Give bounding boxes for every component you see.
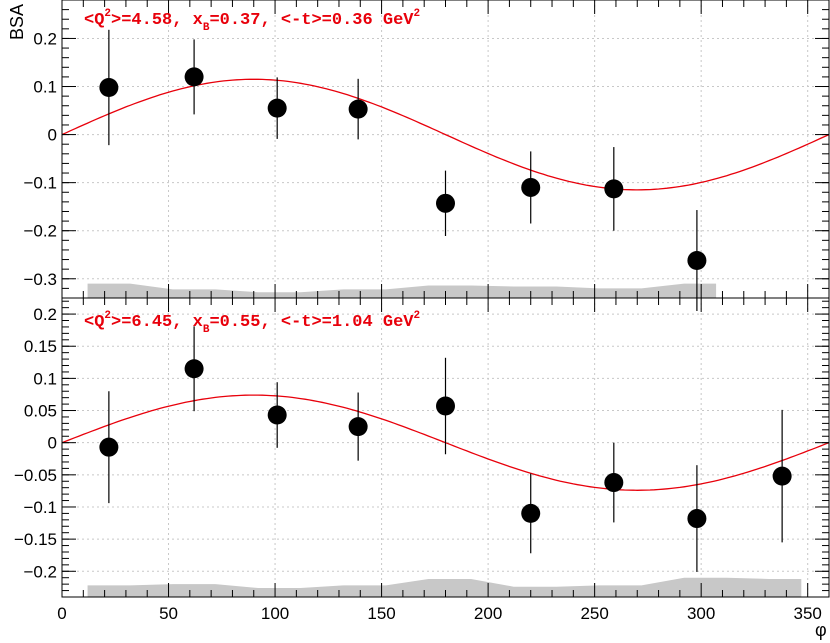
bottom-panel: −0.2 −0.15 −0.1 −0.05 0 0.05 0.1 0.15 0.2 0 50 100 1…	[14, 297, 830, 623]
systematic-band	[87, 283, 717, 298]
data-point	[99, 77, 119, 97]
data-point	[348, 99, 368, 119]
top-panel: −0.3 −0.2 −0.1 0 0.1 0.2	[23, 0, 830, 311]
data-point	[267, 405, 287, 425]
y-tick-label: −0.2	[23, 562, 57, 581]
data-point	[604, 473, 624, 493]
y-tick-label: 0	[48, 126, 57, 145]
y-tick-label: 0.2	[33, 29, 57, 48]
data-point	[687, 509, 707, 529]
data-point	[521, 177, 541, 197]
data-point	[604, 179, 624, 199]
data-point	[436, 396, 455, 416]
y-tick-label: −0.1	[23, 174, 57, 193]
bottom-panel-title: <Q2>=6.45, xB=0.55, <-t>=1.04 GeV2	[84, 310, 420, 336]
x-tick-label: 250	[580, 604, 608, 623]
data-point	[348, 417, 368, 437]
x-tick-label: 50	[159, 604, 178, 623]
systematic-band	[87, 577, 802, 597]
x-axis-title: φ	[815, 620, 827, 640]
x-tick-label: 150	[367, 604, 395, 623]
y-tick-label: −0.1	[23, 498, 57, 517]
x-tick-label: 300	[687, 604, 715, 623]
y-tick-label: −0.2	[23, 222, 57, 241]
data-point	[436, 193, 455, 213]
x-tick-label: 200	[474, 604, 502, 623]
data-point	[772, 466, 792, 486]
data-point	[267, 98, 287, 118]
y-tick-label: −0.15	[14, 530, 57, 549]
data-point	[99, 437, 119, 457]
top-panel-title: <Q2>=4.58, xB=0.37, <-t>=0.36 GeV2	[84, 8, 420, 34]
plot-frame	[61, 0, 830, 299]
y-tick-label: 0.1	[33, 78, 57, 97]
y-tick-label: 0.05	[24, 402, 57, 421]
y-tick-label: 0.2	[33, 305, 57, 324]
fit-curve	[61, 78, 830, 191]
y-axis-title: BSA	[7, 4, 27, 40]
x-tick-label: 100	[261, 604, 289, 623]
data-point	[687, 251, 707, 271]
y-tick-label: 0	[48, 434, 57, 453]
y-tick-label: 0.1	[33, 369, 57, 388]
data-point	[184, 359, 204, 379]
y-tick-label: 0.15	[24, 337, 57, 356]
x-tick-label: 0	[57, 604, 66, 623]
data-point	[184, 67, 204, 87]
y-tick-label: −0.05	[14, 466, 57, 485]
data-point	[521, 503, 541, 523]
y-tick-label: −0.3	[23, 270, 57, 289]
x-tick-label: 350	[794, 604, 822, 623]
